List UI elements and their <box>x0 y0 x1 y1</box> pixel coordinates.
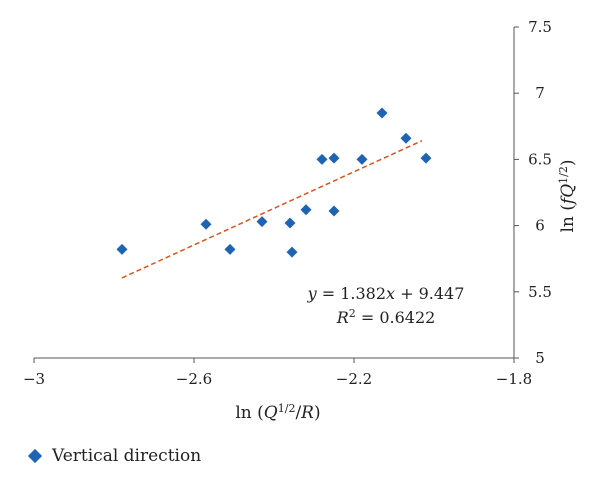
x-tick-label: −2.6 <box>176 370 212 388</box>
data-point <box>224 243 236 255</box>
x-tick-label: −2.2 <box>336 370 372 388</box>
y-tick-label: 5.5 <box>528 283 552 301</box>
equation-label: y = 1.382x + 9.447 <box>307 284 465 303</box>
y-tick-label: 6 <box>535 217 545 235</box>
data-point <box>116 243 128 255</box>
data-point <box>300 204 312 216</box>
diamond-marker-icon <box>27 448 43 464</box>
r-squared-label: R2 = 0.6422 <box>336 307 436 328</box>
x-axis-title: ln (Q1/2/R) <box>235 402 320 424</box>
y-tick-label: 7 <box>535 84 545 102</box>
data-point <box>376 107 388 119</box>
data-point <box>316 153 328 165</box>
plot-area: −3 −2.6 −2.2 −1.8 5 5.5 6 6.5 7 7.5 <box>23 18 552 388</box>
y-tick-label: 5 <box>535 349 545 367</box>
data-point <box>200 218 212 230</box>
data-point <box>420 152 432 164</box>
y-tick-label: 7.5 <box>528 18 552 36</box>
y-axis-title: ln (fQ1/2) <box>557 160 579 233</box>
data-point <box>256 216 268 228</box>
trendline <box>121 139 423 279</box>
data-point <box>286 246 298 258</box>
data-point <box>356 153 368 165</box>
legend-label: Vertical direction <box>52 446 202 466</box>
x-tick-label: −3 <box>23 370 45 388</box>
y-tick-label: 6.5 <box>528 150 552 168</box>
x-tick-label: −1.8 <box>496 370 532 388</box>
data-point <box>400 132 412 144</box>
scatter-chart: −3 −2.6 −2.2 −1.8 55.566.577.5 ln (Q1/2/R) … <box>23 18 579 424</box>
data-point <box>284 217 296 229</box>
data-point <box>328 152 340 164</box>
legend: Vertical direction <box>24 446 201 466</box>
data-point <box>328 205 340 217</box>
